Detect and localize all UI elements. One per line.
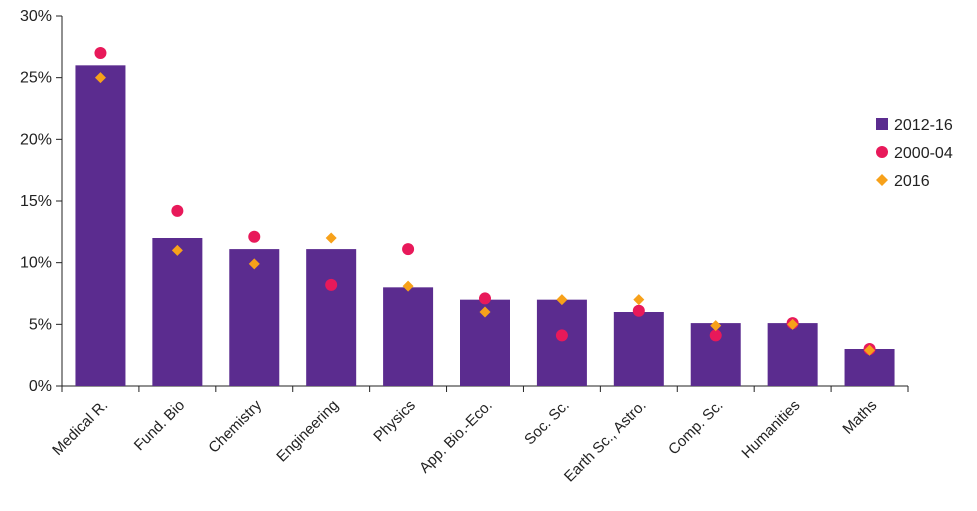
bar [767, 323, 818, 386]
category-label: Physics [370, 397, 419, 446]
category-labels: Medical R. Fund. Bio Chemistry Engineering P… [49, 396, 880, 485]
point-diamond [402, 280, 414, 292]
bar [613, 312, 664, 386]
point-diamond [864, 344, 876, 356]
category-label: Engineering [273, 397, 342, 466]
bars-series [75, 65, 895, 386]
category-label: Earth Sc., Astro. [561, 397, 650, 486]
point-circle [632, 304, 645, 317]
category-label: Comp. Sc. [665, 397, 727, 459]
bar [536, 299, 587, 386]
point-diamond [787, 318, 799, 330]
category-label: App. Bio.-Eco. [416, 397, 496, 477]
point-circle [402, 243, 415, 256]
point-diamond [710, 320, 722, 332]
category-label: Humanities [738, 397, 803, 462]
bar [229, 249, 280, 386]
bar [75, 65, 126, 386]
category-label: Maths [839, 397, 880, 438]
axes: 0% 5% 10% 15% 20% 25% 30% [20, 8, 909, 395]
y-tick-label: 10% [20, 255, 52, 272]
point-diamond [248, 258, 260, 270]
point-diamond [94, 72, 106, 84]
point-diamond [633, 294, 645, 306]
legend-swatch-square [876, 118, 888, 130]
legend: 2012-16 2000-04 2016 [876, 117, 953, 190]
point-diamond [479, 306, 491, 318]
point-circle [709, 329, 722, 342]
point-circle [94, 47, 107, 59]
point-diamond [325, 232, 337, 244]
category-label: Fund. Bio [131, 397, 188, 454]
bar [306, 249, 357, 386]
point-circle [479, 292, 491, 305]
point-circle [325, 278, 338, 291]
legend-label: 2012-16 [894, 117, 953, 134]
point-circle [171, 204, 184, 217]
category-label: Medical R. [49, 397, 111, 459]
y-tick-label: 30% [20, 8, 52, 25]
y-tick-label: 5% [29, 316, 52, 333]
category-label: Chemistry [205, 396, 265, 456]
point-diamond [171, 244, 183, 256]
legend-swatch-circle [876, 146, 888, 158]
category-label: Soc. Sc. [521, 397, 573, 449]
legend-label: 2016 [894, 173, 930, 190]
point-diamond [556, 294, 568, 306]
bar [152, 238, 203, 386]
y-tick-label: 20% [20, 131, 52, 148]
y-tick-label: 15% [20, 193, 52, 210]
legend-swatch-diamond [876, 174, 888, 186]
points-series [94, 47, 876, 356]
point-circle [555, 329, 568, 342]
bar [383, 287, 434, 386]
legend-label: 2000-04 [894, 145, 953, 162]
point-circle [248, 230, 261, 243]
y-tick-label: 25% [20, 70, 52, 87]
y-tick-label: 0% [29, 378, 52, 395]
